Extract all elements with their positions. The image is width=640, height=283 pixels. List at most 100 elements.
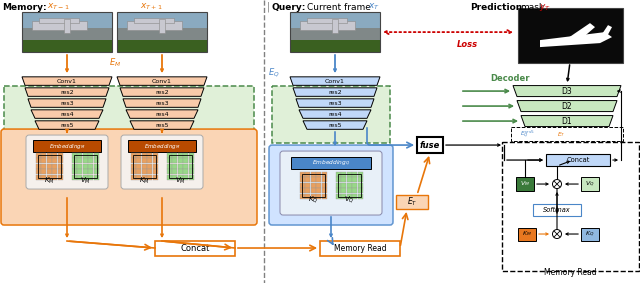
FancyBboxPatch shape <box>93 169 99 174</box>
Text: res3: res3 <box>60 100 74 106</box>
FancyBboxPatch shape <box>52 169 57 174</box>
FancyBboxPatch shape <box>147 175 152 179</box>
FancyBboxPatch shape <box>518 228 536 241</box>
FancyBboxPatch shape <box>166 164 172 169</box>
FancyBboxPatch shape <box>358 171 362 177</box>
FancyBboxPatch shape <box>310 177 316 182</box>
FancyBboxPatch shape <box>41 169 46 174</box>
FancyBboxPatch shape <box>502 142 639 271</box>
FancyBboxPatch shape <box>72 175 77 179</box>
Text: Conv1: Conv1 <box>152 79 172 83</box>
FancyBboxPatch shape <box>58 158 63 163</box>
Text: Memory Read: Memory Read <box>544 267 596 276</box>
FancyBboxPatch shape <box>307 18 347 23</box>
FancyBboxPatch shape <box>300 188 305 193</box>
FancyBboxPatch shape <box>341 194 346 199</box>
FancyBboxPatch shape <box>35 164 40 169</box>
FancyBboxPatch shape <box>77 158 82 163</box>
FancyBboxPatch shape <box>352 183 357 188</box>
FancyBboxPatch shape <box>131 169 136 174</box>
FancyBboxPatch shape <box>58 169 63 174</box>
FancyBboxPatch shape <box>166 175 172 179</box>
Polygon shape <box>28 99 106 107</box>
Polygon shape <box>598 25 612 40</box>
Text: res2: res2 <box>155 90 169 95</box>
FancyBboxPatch shape <box>300 194 305 199</box>
FancyBboxPatch shape <box>152 158 157 163</box>
FancyBboxPatch shape <box>546 154 610 166</box>
FancyBboxPatch shape <box>316 171 321 177</box>
FancyBboxPatch shape <box>310 188 316 193</box>
FancyBboxPatch shape <box>166 169 172 174</box>
FancyBboxPatch shape <box>316 183 321 188</box>
Polygon shape <box>293 88 377 96</box>
FancyBboxPatch shape <box>346 177 351 182</box>
FancyBboxPatch shape <box>183 175 188 179</box>
FancyBboxPatch shape <box>177 153 182 158</box>
Text: Prediction:: Prediction: <box>470 3 526 12</box>
Text: $x_{T-1}$: $x_{T-1}$ <box>47 2 70 12</box>
FancyBboxPatch shape <box>310 183 316 188</box>
Text: Conv1: Conv1 <box>325 79 345 83</box>
FancyBboxPatch shape <box>152 153 157 158</box>
FancyBboxPatch shape <box>189 169 193 174</box>
FancyBboxPatch shape <box>189 175 193 179</box>
Text: res2: res2 <box>60 90 74 95</box>
FancyBboxPatch shape <box>511 127 623 141</box>
FancyBboxPatch shape <box>77 169 82 174</box>
FancyBboxPatch shape <box>310 194 316 199</box>
FancyBboxPatch shape <box>117 34 207 52</box>
FancyBboxPatch shape <box>141 158 147 163</box>
Text: Decoder: Decoder <box>490 74 529 83</box>
Polygon shape <box>25 88 109 96</box>
FancyBboxPatch shape <box>83 164 88 169</box>
FancyBboxPatch shape <box>131 175 136 179</box>
FancyBboxPatch shape <box>141 169 147 174</box>
FancyBboxPatch shape <box>183 169 188 174</box>
FancyBboxPatch shape <box>332 19 338 33</box>
FancyBboxPatch shape <box>131 158 136 163</box>
FancyBboxPatch shape <box>47 153 51 158</box>
FancyBboxPatch shape <box>183 158 188 163</box>
Text: res3: res3 <box>328 100 342 106</box>
Text: $V_M$: $V_M$ <box>520 180 530 188</box>
FancyBboxPatch shape <box>300 21 355 30</box>
FancyBboxPatch shape <box>88 169 93 174</box>
FancyBboxPatch shape <box>166 153 172 158</box>
Text: res2: res2 <box>328 90 342 95</box>
FancyBboxPatch shape <box>22 28 112 40</box>
FancyBboxPatch shape <box>321 194 326 199</box>
FancyBboxPatch shape <box>88 153 93 158</box>
Text: res4: res4 <box>155 112 169 117</box>
FancyBboxPatch shape <box>320 241 400 256</box>
FancyBboxPatch shape <box>189 153 193 158</box>
FancyBboxPatch shape <box>358 177 362 182</box>
FancyBboxPatch shape <box>136 175 141 179</box>
Polygon shape <box>35 121 99 129</box>
FancyBboxPatch shape <box>310 171 316 177</box>
FancyBboxPatch shape <box>47 164 51 169</box>
FancyBboxPatch shape <box>518 8 623 63</box>
FancyBboxPatch shape <box>83 169 88 174</box>
Text: $x_{T+1}$: $x_{T+1}$ <box>140 2 163 12</box>
Text: Softmax: Softmax <box>543 207 571 213</box>
Polygon shape <box>521 115 613 127</box>
FancyBboxPatch shape <box>183 153 188 158</box>
FancyBboxPatch shape <box>152 169 157 174</box>
Text: Concat: Concat <box>180 243 210 252</box>
Text: $y_T$: $y_T$ <box>539 2 551 13</box>
FancyBboxPatch shape <box>300 183 305 188</box>
FancyBboxPatch shape <box>321 183 326 188</box>
FancyBboxPatch shape <box>35 158 40 163</box>
Text: $K_M$: $K_M$ <box>522 230 532 239</box>
FancyBboxPatch shape <box>77 164 82 169</box>
FancyBboxPatch shape <box>172 169 177 174</box>
FancyBboxPatch shape <box>189 164 193 169</box>
Text: $K_M$: $K_M$ <box>139 176 149 186</box>
FancyBboxPatch shape <box>290 13 380 35</box>
FancyBboxPatch shape <box>117 28 207 40</box>
Text: $Embedding_Q$: $Embedding_Q$ <box>312 158 350 168</box>
FancyBboxPatch shape <box>72 169 77 174</box>
FancyBboxPatch shape <box>41 153 46 158</box>
FancyBboxPatch shape <box>147 169 152 174</box>
